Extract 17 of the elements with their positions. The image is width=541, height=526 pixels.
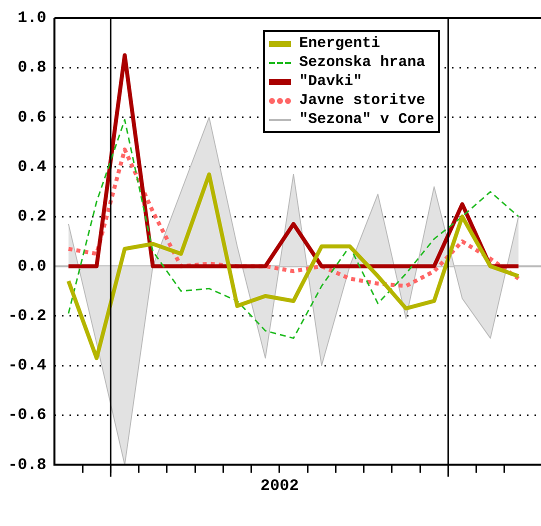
- y-tick-label: 0.0: [18, 257, 46, 276]
- legend-label: Javne storitve: [299, 91, 426, 110]
- y-tick-label: -0.4: [8, 356, 47, 375]
- legend-label: "Sezona" v Core: [299, 110, 434, 129]
- y-tick-label: 0.6: [18, 108, 46, 126]
- y-tick-label: 0.4: [18, 158, 47, 176]
- legend-label: Energenti: [299, 34, 380, 53]
- y-tick-label: -0.2: [8, 306, 46, 325]
- y-tick-label: -0.6: [8, 406, 46, 424]
- y-tick-label: -0.8: [8, 456, 46, 474]
- y-tick-label: 0.8: [18, 58, 46, 77]
- text: 2002: [260, 476, 299, 495]
- legend-label: "Davki": [299, 72, 362, 91]
- y-tick-label: 1.0: [18, 9, 46, 28]
- y-tick-label: 0.2: [18, 208, 46, 226]
- line-series: [66, 148, 520, 288]
- legend-label: Sezonska hrana: [299, 53, 426, 72]
